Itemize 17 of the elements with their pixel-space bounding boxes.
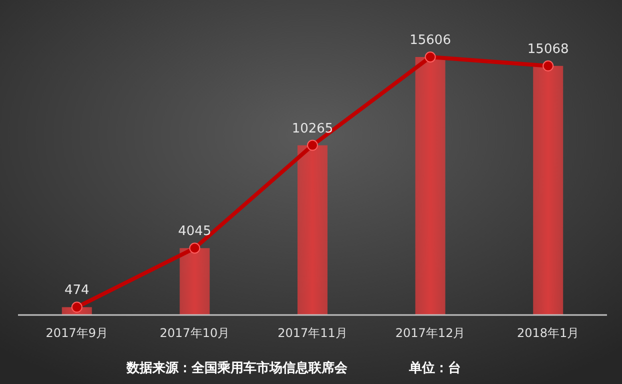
x-tick-label: 2017年9月 [46, 326, 108, 340]
x-tick-label: 2017年11月 [278, 326, 348, 340]
text: 单位：台 [408, 360, 461, 376]
data-label: 474 [64, 283, 90, 298]
point [71, 302, 82, 313]
point [307, 140, 318, 151]
x-tick-label: 2018年1月 [517, 326, 580, 340]
source-note: 数据来源：全国乘用车市场信息联席会 [126, 360, 348, 376]
data-label: 4045 [178, 224, 212, 240]
point [542, 60, 554, 72]
x-tick-label: 2017年12月 [395, 326, 466, 340]
point [189, 242, 200, 254]
data-label: 15068 [527, 42, 569, 57]
data-label: 10265 [292, 121, 334, 136]
point [424, 52, 436, 62]
data-label: 15606 [410, 33, 451, 48]
x-tick-label: 2017年10月 [160, 326, 230, 340]
